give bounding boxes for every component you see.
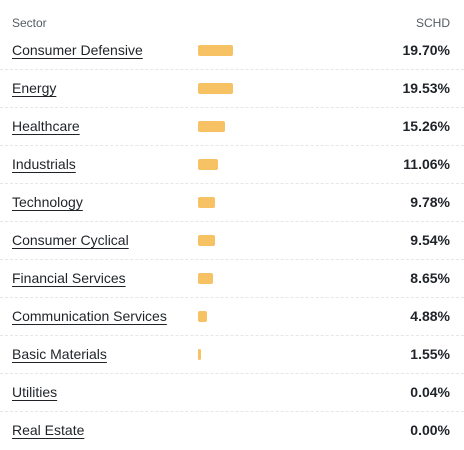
table-row: Consumer Defensive 19.70% — [0, 32, 464, 70]
weight-value: 0.04% — [410, 384, 450, 400]
table-row: Consumer Cyclical 9.54% — [0, 222, 464, 260]
table-row: Basic Materials 1.55% — [0, 336, 464, 374]
weight-value: 9.78% — [410, 194, 450, 210]
weight-bar — [198, 273, 214, 284]
table-body: Consumer Defensive 19.70% Energy 19.53% … — [0, 32, 464, 450]
weight-bar — [198, 235, 215, 246]
weight-value: 8.65% — [410, 270, 450, 286]
table-row: Industrials 11.06% — [0, 146, 464, 184]
weight-bar-track — [198, 235, 378, 246]
sector-link[interactable]: Consumer Cyclical — [12, 232, 129, 248]
weight-bar — [198, 159, 218, 170]
table-row: Communication Services 4.88% — [0, 298, 464, 336]
weight-value: 1.55% — [410, 346, 450, 362]
weight-bar-track — [198, 45, 378, 56]
sector-link[interactable]: Energy — [12, 80, 57, 96]
weight-value: 11.06% — [403, 156, 450, 172]
weight-value: 19.70% — [402, 42, 450, 58]
weight-bar-track — [198, 83, 378, 94]
weight-bar-track — [198, 311, 378, 322]
sector-link[interactable]: Real Estate — [12, 422, 85, 438]
sector-link[interactable]: Communication Services — [12, 308, 167, 324]
weight-value: 15.26% — [402, 118, 450, 134]
table-row: Real Estate 0.00% — [0, 412, 464, 450]
weight-bar-track — [198, 273, 378, 284]
weight-value: 9.54% — [410, 232, 450, 248]
weight-value: 0.00% — [410, 422, 450, 438]
weight-bar-track — [198, 425, 378, 436]
weight-bar-track — [198, 159, 378, 170]
weight-bar — [198, 349, 201, 360]
weight-bar — [198, 311, 207, 322]
weight-bar — [198, 197, 216, 208]
sector-column-header: Sector — [12, 16, 47, 30]
sector-link[interactable]: Utilities — [12, 384, 58, 400]
fund-column-header: SCHD — [415, 16, 450, 30]
weight-bar-track — [198, 197, 378, 208]
sector-link[interactable]: Consumer Defensive — [12, 42, 143, 58]
weight-bar-track — [198, 387, 378, 398]
table-row: Financial Services 8.65% — [0, 260, 464, 298]
weight-bar-track — [198, 121, 378, 132]
sector-link[interactable]: Industrials — [12, 156, 76, 172]
sector-link[interactable]: Healthcare — [12, 118, 80, 134]
table-row: Utilities 0.04% — [0, 374, 464, 412]
weight-bar — [198, 83, 233, 94]
table-row: Technology 9.78% — [0, 184, 464, 222]
weight-value: 19.53% — [402, 80, 450, 96]
table-row: Energy 19.53% — [0, 70, 464, 108]
weight-value: 4.88% — [410, 308, 450, 324]
weight-bar — [198, 121, 226, 132]
sector-link[interactable]: Financial Services — [12, 270, 126, 286]
sector-link[interactable]: Basic Materials — [12, 346, 107, 362]
table-header: Sector SCHD — [0, 0, 464, 38]
weight-bar-track — [198, 349, 378, 360]
weight-bar — [198, 45, 234, 56]
sector-link[interactable]: Technology — [12, 194, 83, 210]
table-row: Healthcare 15.26% — [0, 108, 464, 146]
